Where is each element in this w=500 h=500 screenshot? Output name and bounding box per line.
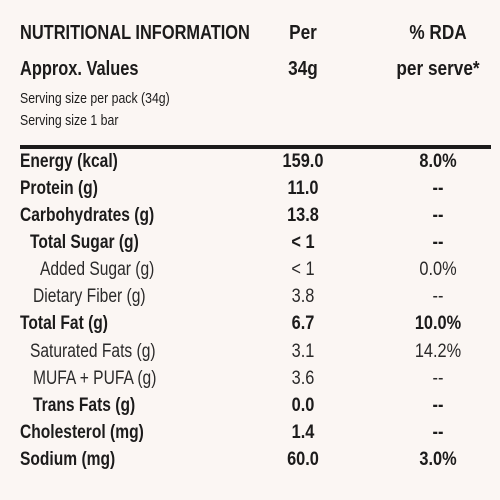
- nutrient-name: Saturated Fats (g): [30, 341, 156, 362]
- nutrient-rda-value: 3.0%: [419, 449, 457, 470]
- header-row-1: NUTRITIONAL INFORMATION Per % RDA: [0, 20, 500, 46]
- nutrient-row: Trans Fats (g) 0.0 --: [0, 393, 500, 419]
- nutrient-name: Energy (kcal): [20, 151, 118, 172]
- nutrient-row: Cholesterol (mg) 1.4 --: [0, 420, 500, 446]
- nutrient-row: Dietary Fiber (g) 3.8 --: [0, 284, 500, 310]
- header-per: Per: [289, 22, 317, 44]
- nutrient-row: Total Sugar (g) < 1 --: [0, 230, 500, 256]
- header-approx-values: Approx. Values: [20, 58, 139, 80]
- nutrient-name: Total Fat (g): [20, 313, 108, 334]
- serving-size-pack: Serving size per pack (34g): [20, 90, 170, 107]
- nutrient-name: Cholesterol (mg): [20, 422, 144, 443]
- nutrient-rda-value: --: [432, 395, 444, 416]
- nutrient-rda-value: --: [432, 205, 444, 226]
- nutrient-per-value: 6.7: [291, 313, 315, 334]
- nutrient-per-value: 1.4: [291, 422, 315, 443]
- header-serving-weight: 34g: [288, 58, 318, 80]
- serving-pack-row: Serving size per pack (34g): [0, 89, 500, 109]
- nutrient-row: Added Sugar (g) < 1 0.0%: [0, 257, 500, 283]
- nutrient-row: Carbohydrates (g) 13.8 --: [0, 203, 500, 229]
- nutrient-row: Protein (g) 11.0 --: [0, 176, 500, 202]
- nutrient-rda-value: --: [432, 286, 444, 307]
- nutrient-name: Added Sugar (g): [40, 259, 155, 280]
- nutrient-per-value: 3.6: [291, 368, 315, 389]
- nutrient-per-value: 60.0: [287, 449, 319, 470]
- nutrient-per-value: 3.8: [291, 286, 315, 307]
- nutrient-name: MUFA + PUFA (g): [33, 368, 157, 389]
- nutrient-per-value: 159.0: [282, 151, 324, 172]
- nutrient-row: Sodium (mg) 60.0 3.0%: [0, 447, 500, 473]
- nutrient-name: Carbohydrates (g): [20, 205, 155, 226]
- nutrient-name: Sodium (mg): [20, 449, 116, 470]
- nutrient-per-value: 11.0: [287, 178, 319, 199]
- header-rda: % RDA: [409, 22, 467, 44]
- nutrient-name: Protein (g): [20, 178, 98, 199]
- nutrient-rda-value: --: [432, 178, 444, 199]
- nutrient-per-value: 3.1: [291, 341, 315, 362]
- nutrient-per-value: < 1: [291, 259, 315, 280]
- nutrient-per-value: 0.0: [291, 395, 315, 416]
- nutrient-name: Dietary Fiber (g): [33, 286, 146, 307]
- nutrient-rda-value: 0.0%: [419, 259, 457, 280]
- header-row-2: Approx. Values 34g per serve*: [0, 56, 500, 82]
- nutrient-name: Trans Fats (g): [33, 395, 136, 416]
- nutrient-per-value: 13.8: [287, 205, 319, 226]
- serving-size-bar: Serving size 1 bar: [20, 112, 119, 129]
- header-title: NUTRITIONAL INFORMATION: [20, 22, 250, 44]
- nutrient-rda-value: --: [432, 368, 444, 389]
- header-divider: [20, 145, 491, 149]
- nutrient-row: Saturated Fats (g) 3.1 14.2%: [0, 339, 500, 365]
- nutrient-rda-value: 10.0%: [414, 313, 462, 334]
- header-per-serve: per serve*: [396, 58, 480, 80]
- nutrient-row: MUFA + PUFA (g) 3.6 --: [0, 366, 500, 392]
- nutrient-rda-value: --: [432, 232, 444, 253]
- nutrient-row: Total Fat (g) 6.7 10.0%: [0, 311, 500, 337]
- nutrient-row: Energy (kcal) 159.0 8.0%: [0, 149, 500, 175]
- nutrient-rda-value: --: [432, 422, 444, 443]
- nutrient-per-value: < 1: [291, 232, 315, 253]
- nutrient-name: Total Sugar (g): [30, 232, 139, 253]
- nutrient-rda-value: 14.2%: [414, 341, 462, 362]
- nutrient-rda-value: 8.0%: [419, 151, 457, 172]
- serving-bar-row: Serving size 1 bar: [0, 111, 500, 131]
